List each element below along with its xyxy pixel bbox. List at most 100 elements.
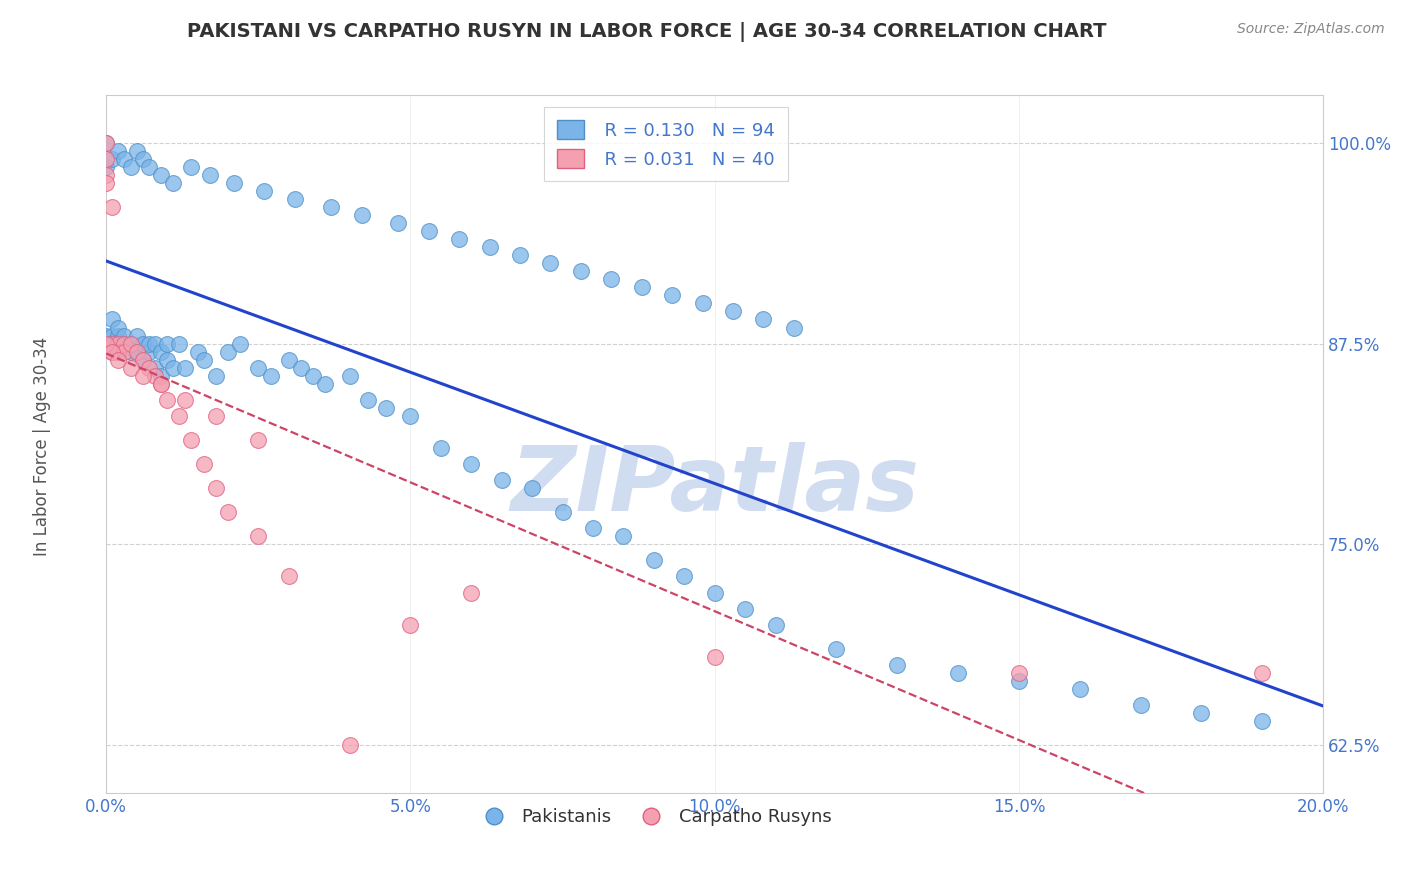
Point <box>125 144 148 158</box>
Point <box>150 376 173 391</box>
Point <box>107 320 129 334</box>
Point <box>198 168 221 182</box>
Point <box>538 256 561 270</box>
Point <box>229 336 252 351</box>
Point <box>721 304 744 318</box>
Text: In Labor Force | Age 30-34: In Labor Force | Age 30-34 <box>34 336 51 556</box>
Point <box>582 521 605 535</box>
Point <box>132 152 155 166</box>
Point <box>247 360 270 375</box>
Point <box>430 441 453 455</box>
Point <box>478 240 501 254</box>
Point <box>125 344 148 359</box>
Point <box>314 376 336 391</box>
Point <box>125 344 148 359</box>
Point <box>107 144 129 158</box>
Point <box>673 569 696 583</box>
Point <box>1251 665 1274 680</box>
Point <box>418 224 440 238</box>
Point <box>143 368 166 383</box>
Point <box>114 336 136 351</box>
Point <box>96 336 118 351</box>
Point <box>174 392 197 407</box>
Point <box>193 457 215 471</box>
Point <box>886 657 908 672</box>
Point <box>509 248 531 262</box>
Point <box>284 192 307 206</box>
Point <box>101 200 124 214</box>
Point <box>101 336 124 351</box>
Point <box>752 312 775 326</box>
Point <box>375 401 398 415</box>
Point <box>143 336 166 351</box>
Point <box>222 176 245 190</box>
Point <box>630 280 652 294</box>
Point <box>1069 681 1091 696</box>
Point <box>101 312 124 326</box>
Text: ZIPatlas: ZIPatlas <box>510 442 920 530</box>
Point <box>120 360 142 375</box>
Point <box>132 352 155 367</box>
Point <box>143 360 166 375</box>
Point <box>339 368 361 383</box>
Point <box>399 409 422 423</box>
Point <box>114 336 136 351</box>
Point <box>114 344 136 359</box>
Point <box>253 184 276 198</box>
Point <box>96 152 118 166</box>
Point <box>107 344 129 359</box>
Point <box>247 529 270 543</box>
Point <box>156 392 179 407</box>
Point <box>460 457 482 471</box>
Point <box>96 136 118 150</box>
Point <box>186 344 208 359</box>
Text: Source: ZipAtlas.com: Source: ZipAtlas.com <box>1237 22 1385 37</box>
Point <box>167 336 190 351</box>
Legend: Pakistanis, Carpatho Rusyns: Pakistanis, Carpatho Rusyns <box>470 801 838 833</box>
Point <box>138 336 160 351</box>
Point <box>180 160 202 174</box>
Point <box>703 649 725 664</box>
Point <box>101 328 124 343</box>
Point <box>734 601 756 615</box>
Point <box>600 272 623 286</box>
Point <box>204 481 226 495</box>
Point <box>259 368 281 383</box>
Point <box>569 264 592 278</box>
Point <box>107 328 129 343</box>
Point <box>174 360 197 375</box>
Point <box>277 569 299 583</box>
Point <box>96 328 118 343</box>
Point <box>107 336 129 351</box>
Point <box>114 152 136 166</box>
Point <box>302 368 325 383</box>
Point <box>765 617 787 632</box>
Point <box>399 617 422 632</box>
Point <box>101 344 124 359</box>
Point <box>783 320 806 334</box>
Point <box>449 232 471 246</box>
Point <box>107 352 129 367</box>
Point <box>692 296 714 310</box>
Point <box>162 176 184 190</box>
Point <box>1251 714 1274 728</box>
Point <box>520 481 543 495</box>
Point <box>612 529 634 543</box>
Point <box>703 585 725 599</box>
Text: PAKISTANI VS CARPATHO RUSYN IN LABOR FORCE | AGE 30-34 CORRELATION CHART: PAKISTANI VS CARPATHO RUSYN IN LABOR FOR… <box>187 22 1107 42</box>
Point <box>491 473 513 487</box>
Point <box>180 433 202 447</box>
Point <box>321 200 343 214</box>
Point <box>350 208 373 222</box>
Point <box>96 168 118 182</box>
Point <box>339 738 361 752</box>
Point <box>138 160 160 174</box>
Point <box>101 152 124 166</box>
Point <box>217 344 239 359</box>
Point <box>96 136 118 150</box>
Point <box>946 665 969 680</box>
Point <box>156 336 179 351</box>
Point <box>96 160 118 174</box>
Point <box>96 176 118 190</box>
Point <box>661 288 683 302</box>
